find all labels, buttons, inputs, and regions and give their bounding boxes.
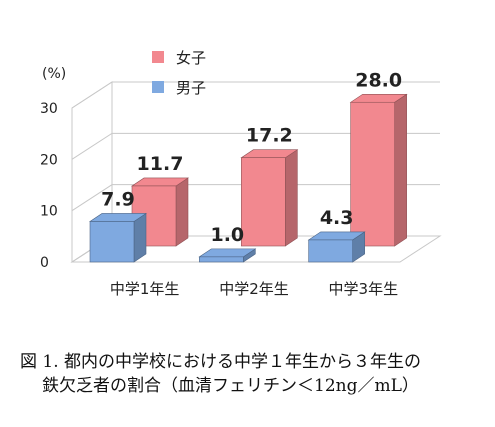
legend-label: 男子 [176,79,206,97]
caption-line-1: 図 1. 都内の中学校における中学１年生から３年生の [20,352,422,372]
data-label: 17.2 [246,125,293,147]
data-label: 28.0 [355,69,402,91]
y-axis-ticks: 0 10 20 30 [40,101,58,271]
bar [308,239,353,263]
gridline [71,132,440,160]
x-tick-label: 中学1年生 [110,280,180,298]
data-label: 1.0 [210,224,244,246]
bar-side [133,212,147,263]
bar [199,256,244,263]
bar-side [175,177,189,247]
data-label: 7.9 [101,188,135,210]
x-axis-ticks: 中学1年生 中学2年生 中学3年生 [110,280,398,298]
legend-swatch [152,81,164,93]
gridline [71,81,440,109]
y-tick-label: 10 [40,204,58,220]
bar [241,157,286,247]
x-tick-label: 中学2年生 [219,280,289,298]
y-tick-label: 0 [40,255,49,271]
data-label: 4.3 [320,207,354,229]
y-axis-unit-label: (%) [42,66,66,82]
figure-caption: 図 1. 都内の中学校における中学１年生から３年生の 鉄欠乏者の割合（血清フェリ… [20,350,490,398]
bars: 11.7 17.2 28.0 7.9 1.0 4.3 [89,69,408,263]
data-label: 11.7 [137,153,184,175]
bar-side [394,93,407,247]
bar-side [285,149,298,247]
x-tick-label: 中学3年生 [329,280,399,298]
bar [350,101,395,247]
chart: 0102030 (%) 11.717.228.07.91.04.3 中学1年生中… [40,49,442,298]
caption-line-2: 鉄欠乏者の割合（血清フェリチン＜12ng／mL） [42,376,419,396]
y-tick-label: 30 [40,101,58,117]
bar [89,221,135,263]
y-tick-label: 20 [40,152,58,168]
legend-swatch [152,51,164,63]
legend-label: 女子 [176,49,206,67]
gridline [71,184,440,212]
